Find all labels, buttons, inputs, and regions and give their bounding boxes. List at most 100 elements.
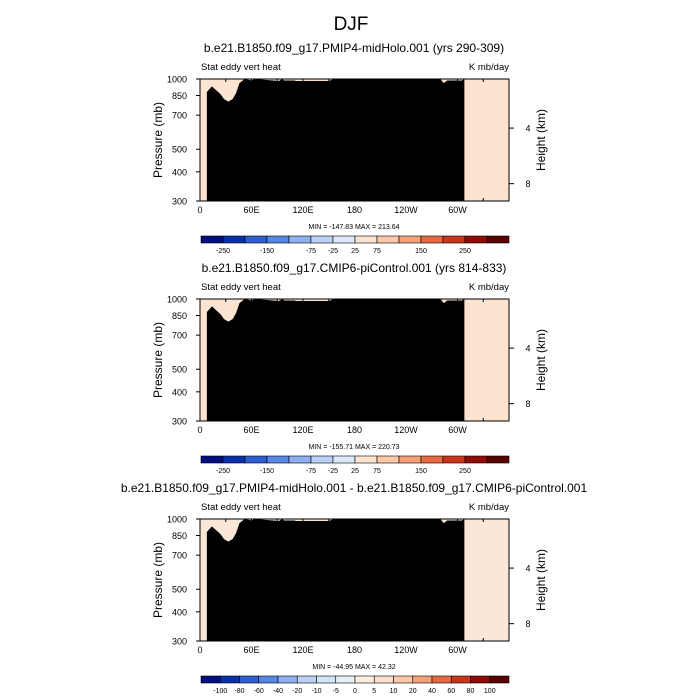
colorbar-label-5: 75	[373, 468, 381, 475]
colorbar-label-9: 10	[390, 688, 398, 695]
colorbar-swatch-7	[335, 675, 356, 684]
colorbar-swatch-10	[420, 235, 444, 244]
colorbar-swatch-6	[316, 675, 337, 684]
colorbar-swatch-12	[464, 455, 488, 464]
y-tick-label-2: 500	[172, 585, 187, 595]
panel-left-label: Stat eddy vert heat	[201, 502, 281, 513]
heatmap-field	[200, 519, 509, 641]
stats-text: MIN = -44.95 MAX = 42.32	[312, 664, 395, 671]
panel-2: b.e21.B1850.f09_g17.CMIP6-piControl.001 …	[151, 261, 548, 475]
y-right-tick-label-1: 8	[525, 619, 530, 629]
colorbar-label-2: -75	[306, 468, 316, 475]
panel-3: b.e21.B1850.f09_g17.PMIP4-midHolo.001 - …	[121, 481, 588, 695]
x-tick-label-5: 60W	[448, 645, 467, 655]
y-axis-label: Pressure (mb)	[151, 102, 165, 178]
colorbar-label-4: 25	[351, 468, 359, 475]
colorbar-label-6: 150	[415, 468, 427, 475]
y-tick-label-3: 700	[172, 551, 187, 561]
colorbar-label-0: -250	[216, 248, 230, 255]
colorbar-swatch-0	[200, 675, 221, 684]
y-tick-label-5: 1000	[167, 515, 187, 525]
y-axis-label: Pressure (mb)	[151, 542, 165, 618]
colorbar-label-2: -75	[306, 248, 316, 255]
x-tick-label-4: 120W	[394, 205, 418, 215]
y-tick-label-2: 500	[172, 145, 187, 155]
panel-left-label: Stat eddy vert heat	[201, 282, 281, 293]
colorbar-label-4: -20	[292, 688, 302, 695]
heatmap-field	[200, 299, 509, 421]
colorbar-label-14: 100	[484, 688, 496, 695]
x-tick-label-3: 180	[347, 205, 362, 215]
x-tick-label-4: 120W	[394, 425, 418, 435]
panel-1: b.e21.B1850.f09_g17.PMIP4-midHolo.001 (y…	[151, 41, 548, 255]
x-tick-label-0: 0	[197, 645, 202, 655]
colorbar-swatch-13	[486, 455, 510, 464]
colorbar-swatch-12	[431, 675, 452, 684]
panel-title: b.e21.B1850.f09_g17.PMIP4-midHolo.001 (y…	[204, 41, 504, 55]
y-tick-label-4: 850	[172, 311, 187, 321]
colorbar-label-11: 40	[428, 688, 436, 695]
y-right-tick-label-0: 4	[525, 344, 530, 354]
y-tick-label-0: 300	[172, 417, 187, 427]
stats-text: MIN = -155.71 MAX = 220.73	[308, 444, 399, 451]
y-tick-label-4: 850	[172, 531, 187, 541]
colorbar-swatch-8	[354, 675, 375, 684]
panels: b.e21.B1850.f09_g17.PMIP4-midHolo.001 (y…	[121, 41, 588, 695]
x-tick-label-0: 0	[197, 425, 202, 435]
colorbar-swatch-11	[442, 455, 466, 464]
colorbar-swatch-10	[420, 455, 444, 464]
panel-left-label: Stat eddy vert heat	[201, 62, 281, 73]
topography	[206, 299, 465, 421]
y-tick-label-0: 300	[172, 637, 187, 647]
y-tick-label-1: 400	[172, 167, 187, 177]
y-right-tick-label-1: 8	[525, 179, 530, 189]
colorbar-swatch-11	[442, 235, 466, 244]
x-tick-label-3: 180	[347, 645, 362, 655]
y-tick-label-1: 400	[172, 607, 187, 617]
colorbar-swatch-6	[332, 455, 356, 464]
x-tick-label-1: 60E	[243, 645, 259, 655]
colorbar-label-10: 20	[409, 688, 417, 695]
x-tick-label-5: 60W	[448, 205, 467, 215]
topography	[206, 79, 465, 201]
colorbar-swatch-11	[412, 675, 433, 684]
y-tick-label-4: 850	[172, 91, 187, 101]
colorbar-label-3: -40	[273, 688, 283, 695]
x-tick-label-3: 180	[347, 425, 362, 435]
y-tick-label-3: 700	[172, 331, 187, 341]
x-tick-label-0: 0	[197, 205, 202, 215]
colorbar-swatch-14	[470, 675, 491, 684]
colorbar-label-5: -10	[311, 688, 321, 695]
y-right-axis-label: Height (km)	[534, 549, 548, 611]
y-right-tick-label-0: 4	[525, 564, 530, 574]
y-tick-label-1: 400	[172, 387, 187, 397]
colorbar-swatch-7	[354, 235, 378, 244]
colorbar-swatch-3	[258, 675, 279, 684]
colorbar-swatch-3	[266, 235, 290, 244]
y-right-axis-label: Height (km)	[534, 329, 548, 391]
colorbar-swatch-7	[354, 455, 378, 464]
colorbar-label-1: -150	[260, 468, 274, 475]
panel-title: b.e21.B1850.f09_g17.PMIP4-midHolo.001 - …	[121, 481, 588, 495]
colorbar-label-2: -60	[254, 688, 264, 695]
colorbar-swatch-1	[222, 455, 246, 464]
x-tick-label-1: 60E	[243, 425, 259, 435]
stats-text: MIN = -147.83 MAX = 213.64	[308, 224, 399, 231]
colorbar-swatch-2	[239, 675, 260, 684]
colorbar-label-7: 250	[459, 468, 471, 475]
colorbar-swatch-3	[266, 455, 290, 464]
topography	[206, 519, 465, 641]
y-tick-label-5: 1000	[167, 75, 187, 85]
colorbar-swatch-4	[288, 235, 312, 244]
colorbar-swatch-6	[332, 235, 356, 244]
y-tick-label-2: 500	[172, 365, 187, 375]
y-right-tick-label-0: 4	[525, 124, 530, 134]
colorbar-swatch-2	[244, 455, 268, 464]
colorbar-swatch-1	[219, 675, 240, 684]
x-tick-label-2: 120E	[292, 425, 313, 435]
colorbar-label-1: -80	[234, 688, 244, 695]
y-tick-label-5: 1000	[167, 295, 187, 305]
colorbar-label-6: -5	[333, 688, 339, 695]
heatmap-field	[200, 79, 509, 201]
